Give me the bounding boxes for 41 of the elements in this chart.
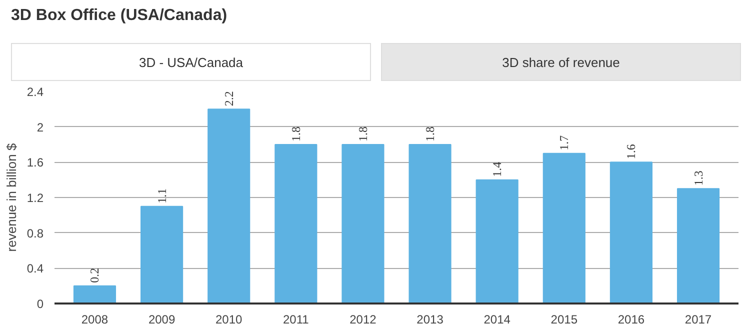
y-tick-label: 0.4 bbox=[26, 262, 44, 276]
y-tick-label: 2.4 bbox=[26, 85, 44, 99]
bar bbox=[73, 285, 116, 304]
bar bbox=[476, 179, 518, 304]
bar bbox=[274, 144, 318, 304]
data-label: 1.1 bbox=[154, 188, 169, 204]
x-tick-label: 2017 bbox=[684, 312, 712, 326]
text: 3D share of revenue bbox=[502, 54, 620, 72]
x-tick-label: 2010 bbox=[216, 312, 243, 326]
data-label: 1.8 bbox=[288, 126, 303, 142]
data-label: 1.8 bbox=[356, 126, 370, 142]
text: 3D - USA/Canada bbox=[138, 54, 244, 72]
y-axis-title: revenue in billion $ bbox=[4, 142, 19, 252]
chart-title: 3D Box Office (USA/Canada) bbox=[11, 6, 228, 26]
y-tick-label: 0.8 bbox=[26, 226, 44, 240]
data-label: 1.6 bbox=[624, 144, 638, 160]
data-label: 0.2 bbox=[88, 268, 102, 283]
bar bbox=[542, 152, 586, 304]
bar bbox=[342, 144, 384, 304]
x-tick-label: 2013 bbox=[416, 312, 444, 326]
data-label: 1.3 bbox=[691, 170, 706, 186]
data-label: 1.7 bbox=[557, 135, 572, 150]
y-tick-label: 1.2 bbox=[26, 191, 44, 205]
x-tick-label: 2014 bbox=[484, 312, 511, 326]
bar bbox=[610, 162, 652, 304]
data-label: 1.8 bbox=[423, 126, 438, 142]
x-tick-label: 2008 bbox=[81, 312, 108, 326]
bar bbox=[208, 108, 250, 304]
x-tick-label: 2016 bbox=[618, 312, 645, 326]
bar bbox=[140, 206, 184, 304]
y-tick-label: 0 bbox=[36, 297, 44, 311]
x-tick-label: 2011 bbox=[283, 312, 310, 326]
data-label: 1.4 bbox=[490, 162, 504, 177]
y-tick-label: 1.6 bbox=[26, 156, 44, 170]
x-tick-label: 2009 bbox=[148, 312, 176, 326]
bar bbox=[676, 188, 720, 304]
x-tick-label: 2012 bbox=[350, 312, 377, 326]
data-label: 2.2 bbox=[222, 91, 236, 106]
x-tick-label: 2015 bbox=[550, 312, 578, 326]
bar bbox=[408, 144, 452, 304]
y-tick-label: 2 bbox=[36, 120, 44, 134]
